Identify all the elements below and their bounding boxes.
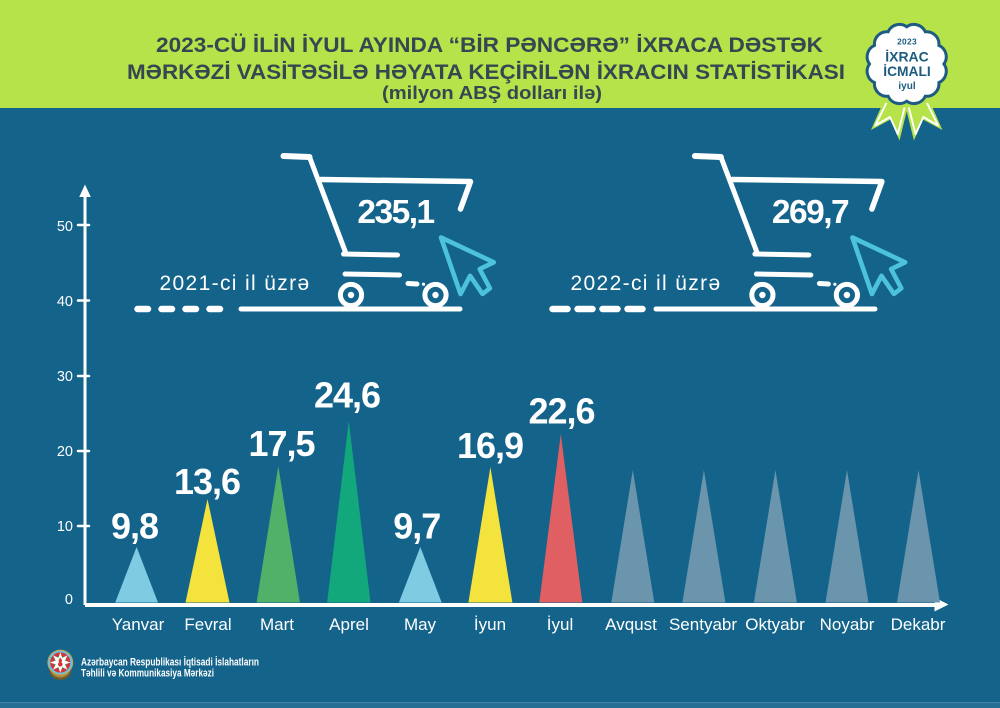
svg-text:Yanvar: Yanvar [112,615,165,634]
svg-text:2023-CÜ İLİN İYUL AYINDA “BİR: 2023-CÜ İLİN İYUL AYINDA “BİR PƏNCƏRƏ” İ… [156,32,823,57]
svg-text:Mart: Mart [260,615,294,634]
svg-text:Dekabr: Dekabr [891,615,946,634]
svg-text:2023: 2023 [897,37,917,47]
svg-text:9,8: 9,8 [111,506,158,547]
svg-text:40: 40 [57,294,73,310]
svg-text:269,7: 269,7 [772,194,849,231]
svg-text:2022-ci il üzrə: 2022-ci il üzrə [571,272,722,295]
svg-text:Azərbaycan Respublikası İqtisa: Azərbaycan Respublikası İqtisadi İslahat… [81,656,259,669]
svg-text:İyul: İyul [547,615,573,634]
svg-text:50: 50 [57,219,73,235]
svg-text:17,5: 17,5 [248,423,315,464]
svg-text:Fevral: Fevral [184,615,231,634]
svg-text:10: 10 [57,519,73,535]
svg-text:16,9: 16,9 [457,425,523,466]
svg-text:2021-ci il üzrə: 2021-ci il üzrə [160,272,311,295]
svg-text:May: May [404,615,437,634]
svg-text:13,6: 13,6 [174,461,240,502]
svg-text:İyun: İyun [474,615,506,634]
svg-text:İXRAC: İXRAC [885,48,929,64]
svg-text:iyul: iyul [898,81,915,92]
svg-text:(milyon ABŞ dolları ilə): (milyon ABŞ dolları ilə) [382,82,602,103]
svg-text:9,7: 9,7 [393,506,440,547]
svg-text:0: 0 [65,592,73,608]
svg-text:Sentyabr: Sentyabr [669,615,737,634]
svg-text:Aprel: Aprel [329,615,369,634]
svg-text:24,6: 24,6 [314,375,380,416]
svg-text:Avqust: Avqust [605,615,657,634]
svg-text:İCMALI: İCMALI [883,63,931,79]
svg-text:22,6: 22,6 [528,391,594,432]
svg-text:Oktyabr: Oktyabr [745,615,805,634]
svg-text:20: 20 [57,444,73,460]
svg-text:MƏRKƏZİ VASİTƏSİLƏ HƏYATA KEÇİ: MƏRKƏZİ VASİTƏSİLƏ HƏYATA KEÇİRİLƏN İXRA… [127,60,845,84]
svg-text:Təhlili və Kommunikasiya Mərkə: Təhlili və Kommunikasiya Mərkəzi [81,668,214,680]
svg-text:235,1: 235,1 [357,194,434,231]
svg-text:30: 30 [57,369,73,385]
svg-text:Noyabr: Noyabr [820,615,875,634]
